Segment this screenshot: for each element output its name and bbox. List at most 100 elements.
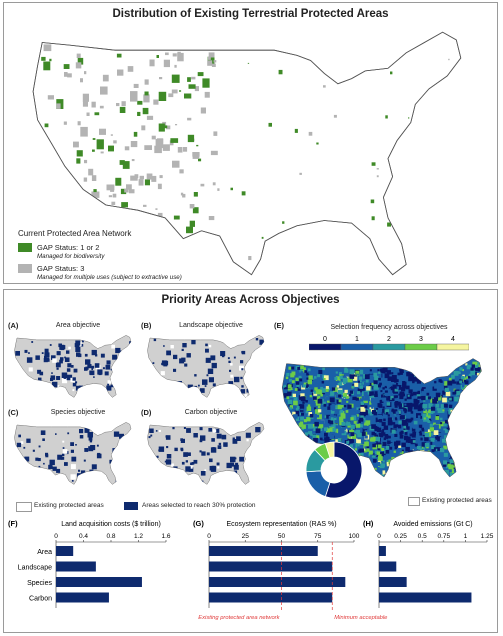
frequency-cell: [406, 430, 410, 434]
selected-cell: [166, 446, 169, 449]
selected-cell: [66, 350, 70, 354]
frequency-cell: [354, 405, 359, 410]
selected-cell: [40, 430, 46, 435]
selected-cell: [255, 338, 259, 341]
protected-area-patch: [146, 115, 154, 120]
protected-area-patch: [100, 86, 108, 95]
frequency-cell: [360, 413, 364, 417]
frequency-cell: [357, 380, 360, 383]
landscape-objective-map: [147, 335, 265, 398]
selected-cell: [205, 348, 209, 353]
frequency-cell: [403, 453, 407, 458]
frequency-cell: [449, 471, 455, 477]
freq-scale-swatch: [309, 343, 342, 351]
frequency-cell: [314, 418, 319, 423]
frequency-cell: [332, 378, 337, 383]
selected-cell: [64, 462, 68, 466]
selected-cell: [179, 358, 185, 364]
frequency-cell: [417, 398, 422, 403]
frequency-cell: [399, 391, 405, 397]
frequency-cell: [375, 456, 378, 459]
frequency-cell: [419, 406, 423, 410]
frequency-cell: [313, 407, 317, 410]
frequency-cell: [326, 398, 331, 403]
x-tick-label: 0.75: [437, 533, 450, 540]
frequency-cell: [349, 369, 355, 375]
frequency-cell: [382, 406, 385, 409]
freq-scale-label: 4: [451, 336, 455, 343]
frequency-cell: [363, 425, 367, 430]
frequency-cell: [387, 376, 392, 381]
selected-cell: [119, 433, 124, 439]
frequency-cell: [283, 385, 286, 388]
selection-frequency-map: [281, 358, 482, 478]
frequency-cell: [474, 367, 479, 372]
protected-area-patch: [130, 91, 138, 102]
frequency-cell: [383, 425, 389, 430]
selected-cell: [115, 347, 121, 354]
selected-cell: [244, 394, 248, 397]
protected-area-patch: [189, 204, 195, 209]
protected-area-patch: [182, 193, 186, 198]
frequency-cell: [431, 406, 436, 411]
frequency-cell: [295, 377, 299, 381]
frequency-cell: [308, 412, 312, 416]
frequency-cell: [397, 447, 402, 453]
protected-area-patch: [84, 159, 88, 164]
protected-area-patch: [159, 77, 163, 80]
frequency-cell: [373, 411, 378, 416]
frequency-cell: [436, 407, 440, 411]
frequency-cell: [326, 428, 330, 433]
frequency-cell: [337, 404, 342, 410]
frequency-cell: [366, 445, 370, 448]
us-outline: [14, 422, 132, 485]
selected-cell: [182, 343, 187, 348]
protected-area-patch: [120, 188, 127, 195]
reference-line-label: Minimum acceptable: [334, 615, 388, 621]
legend-gap12-label: GAP Status: 1 or 2: [37, 243, 100, 252]
protected-area-patch: [92, 149, 95, 152]
frequency-cell: [371, 453, 375, 456]
protected-area-patch: [130, 141, 138, 148]
frequency-cell: [386, 397, 389, 400]
frequency-cell: [404, 422, 409, 427]
frequency-cell: [369, 391, 374, 396]
protected-area-patch: [77, 121, 81, 126]
selected-cell: [215, 428, 220, 433]
frequency-cell: [438, 379, 442, 383]
frequency-cell: [359, 380, 362, 383]
frequency-cell: [404, 435, 409, 441]
frequency-cell: [434, 381, 437, 384]
protected-area-patch: [186, 226, 193, 234]
selected-cell: [205, 343, 208, 347]
selected-cell: [97, 369, 103, 375]
protected-area-patch: [43, 61, 51, 71]
protected-area-patch: [189, 220, 195, 227]
frequency-cell: [429, 384, 433, 387]
frequency-cell: [421, 395, 426, 401]
frequency-cell: [368, 450, 373, 455]
selected-cell: [188, 467, 194, 472]
frequency-cell: [416, 435, 420, 440]
bar: [56, 561, 96, 572]
frequency-cell: [293, 414, 298, 419]
selected-cell: [98, 372, 102, 376]
frequency-cell: [382, 428, 385, 431]
selected-cell: [45, 454, 49, 458]
protected-area-patch: [143, 94, 150, 103]
frequency-cell: [381, 389, 385, 394]
frequency-cell: [339, 416, 344, 421]
frequency-cell: [318, 424, 322, 429]
selected-cell: [201, 480, 204, 483]
protected-area-patch: [94, 112, 100, 116]
selected-cell: [67, 432, 70, 435]
frequency-cell: [477, 367, 482, 372]
frequency-cell: [299, 404, 305, 409]
frequency-cell: [321, 373, 325, 376]
frequency-cell: [369, 431, 373, 435]
frequency-cell: [476, 372, 480, 376]
frequency-cell: [340, 411, 345, 415]
protected-area-patch: [76, 158, 81, 164]
protected-area-patch: [180, 192, 184, 196]
selected-cell: [208, 428, 213, 432]
